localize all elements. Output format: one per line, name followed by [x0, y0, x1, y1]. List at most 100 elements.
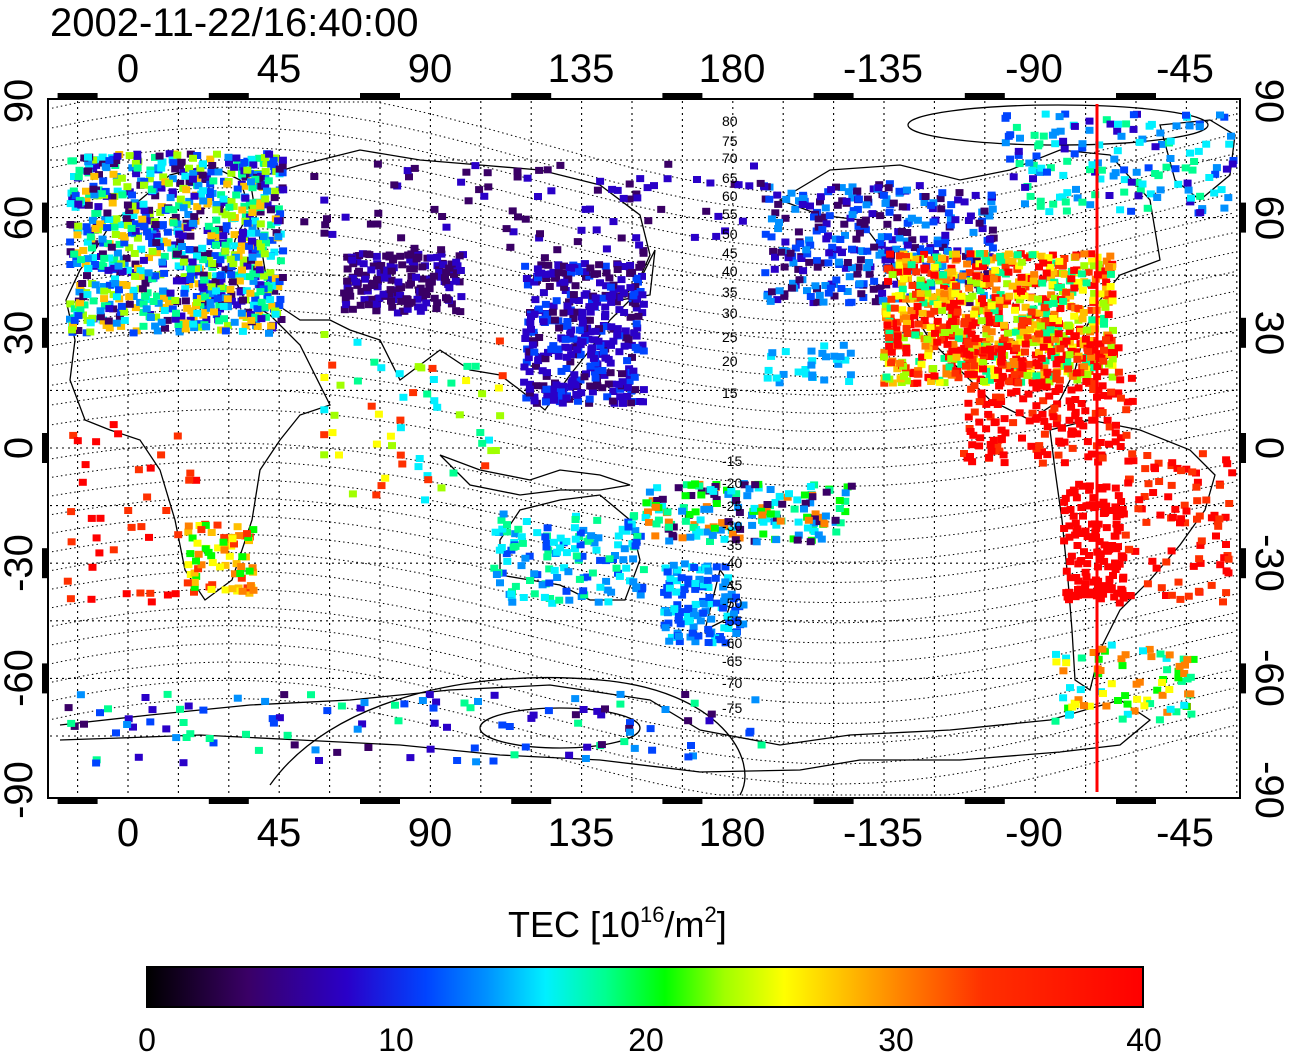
tec-cell [522, 394, 531, 402]
tec-cell [975, 219, 984, 227]
tec-cell [616, 690, 625, 698]
tec-cell [122, 281, 131, 289]
tec-cell [661, 706, 670, 713]
tec-cell [924, 373, 933, 381]
tec-cell [536, 230, 544, 238]
tec-cell [366, 220, 375, 228]
tec-cell [1119, 575, 1127, 583]
tec-cell [478, 390, 487, 398]
tec-cell [1039, 259, 1048, 267]
tec-cell [557, 334, 566, 342]
tec-cell [821, 512, 830, 520]
tec-cell [143, 228, 151, 236]
tec-cell [179, 719, 188, 726]
tec-cell [436, 273, 445, 281]
tec-cell [618, 370, 626, 378]
tec-cell [987, 447, 996, 455]
tec-cell [654, 516, 663, 524]
tec-cell [966, 453, 974, 460]
tec-cell [171, 213, 180, 221]
tec-cell [712, 496, 721, 504]
tec-cell [542, 275, 551, 282]
tec-cell [381, 474, 390, 482]
tec-cell [207, 552, 216, 560]
tec-cell [645, 518, 653, 526]
tec-cell [233, 185, 242, 193]
tec-cell [1070, 150, 1079, 158]
tec-cell [977, 389, 986, 397]
tec-cell [986, 256, 995, 264]
tec-cell [74, 227, 83, 235]
tec-cell [620, 342, 629, 350]
tec-cell [565, 298, 573, 306]
tec-cell [275, 714, 284, 722]
tec-cell [638, 309, 647, 317]
tec-cell [1099, 357, 1108, 365]
tec-cell [696, 516, 705, 524]
tec-cell [1026, 192, 1035, 200]
tec-cell [1059, 297, 1068, 305]
tec-cell [105, 254, 114, 262]
tec-cell [642, 499, 651, 507]
tec-cell [1087, 353, 1095, 361]
tec-cell [197, 295, 205, 302]
tec-cell [328, 361, 337, 369]
tec-cell [1105, 582, 1114, 590]
tec-cell [599, 348, 608, 356]
bottom-longitude-label: -90 [1005, 811, 1063, 855]
tec-cell [947, 355, 956, 363]
tec-cell [635, 241, 644, 249]
tec-cell [648, 746, 657, 754]
tec-cell [974, 348, 983, 356]
tec-cell [1068, 592, 1077, 600]
tec-cell [705, 594, 714, 601]
tec-cell [521, 554, 530, 562]
right-latitude-label: 90 [1247, 79, 1291, 124]
tec-cell [128, 191, 136, 199]
tec-cell [991, 266, 1000, 274]
left-tick [42, 317, 48, 348]
tec-cell [410, 164, 419, 172]
tec-cell [859, 248, 867, 255]
tec-cell [720, 624, 729, 632]
tec-cell [898, 203, 907, 211]
tec-cell [425, 691, 434, 699]
tec-cell [1120, 188, 1129, 196]
tec-cell [261, 195, 270, 203]
tec-cell [198, 283, 207, 291]
tec-cell [1102, 336, 1110, 344]
tec-cell [1212, 532, 1220, 540]
tec-cell [1114, 344, 1123, 352]
tec-cell [1076, 686, 1085, 694]
tec-cell [426, 254, 435, 262]
tec-cell [69, 157, 78, 165]
tec-cell [1144, 480, 1153, 488]
tec-cell [496, 579, 504, 587]
tec-cell [951, 216, 960, 224]
tec-cell [996, 252, 1005, 260]
tec-cell [70, 305, 79, 313]
tec-cell [1112, 545, 1121, 553]
tec-cell [1082, 378, 1091, 385]
tec-cell [885, 334, 893, 342]
tec-cell [736, 525, 745, 533]
tec-cell [861, 226, 870, 234]
tec-cell [136, 589, 145, 597]
tec-cell [645, 488, 654, 496]
tec-cell [971, 319, 980, 327]
tec-cell [752, 538, 761, 546]
tec-cell [1146, 190, 1155, 198]
tec-cell [192, 265, 201, 273]
tec-cell [1177, 677, 1186, 685]
tec-cell [1089, 325, 1098, 333]
tec-cell [928, 293, 937, 301]
tec-cell [799, 267, 808, 275]
tec-cell [954, 196, 963, 204]
tec-cell [781, 214, 790, 222]
tec-cell [274, 283, 283, 291]
tec-cell [575, 268, 584, 276]
tec-cell [732, 617, 741, 625]
tec-cell [523, 174, 532, 182]
tec-cell [1086, 358, 1095, 366]
tec-cell [937, 205, 946, 213]
